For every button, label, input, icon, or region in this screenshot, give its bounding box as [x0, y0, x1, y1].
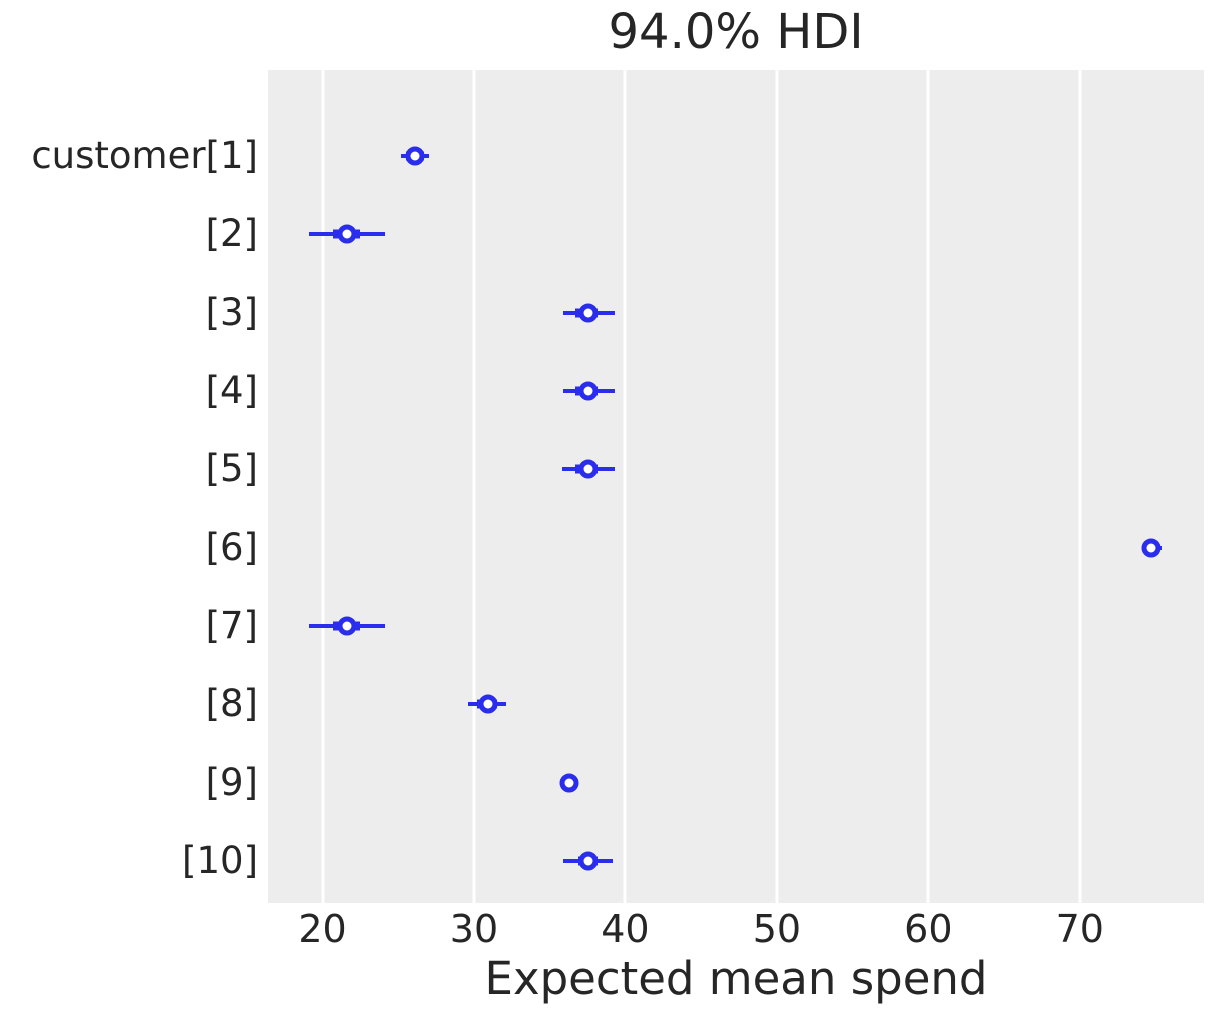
- y-tick-label-4: [4]: [205, 369, 258, 413]
- x-tick-label-50: 50: [752, 907, 802, 951]
- median-marker-10: [578, 851, 598, 871]
- median-marker-9: [559, 773, 579, 793]
- median-marker-6: [1141, 538, 1161, 558]
- x-tick-label-40: 40: [601, 907, 650, 951]
- gridline-x-50: [775, 70, 779, 903]
- median-marker-4: [578, 381, 598, 401]
- plot-area: [268, 70, 1204, 903]
- median-marker-3: [578, 303, 598, 323]
- x-tick-label-20: 20: [298, 907, 347, 951]
- median-marker-2: [337, 224, 357, 244]
- y-tick-label-8: [8]: [205, 682, 258, 726]
- x-tick-label-30: 30: [449, 907, 499, 951]
- y-tick-label-3: [3]: [205, 290, 258, 334]
- y-tick-label-6: [6]: [205, 525, 258, 569]
- y-tick-label-5: [5]: [205, 447, 258, 491]
- median-marker-8: [478, 694, 498, 714]
- x-tick-label-70: 70: [1055, 907, 1104, 951]
- chart-title: 94.0% HDI: [608, 4, 864, 60]
- x-axis-label: Expected mean spend: [484, 952, 988, 1005]
- median-marker-5: [578, 459, 598, 479]
- gridline-x-20: [321, 70, 325, 903]
- median-marker-customer1: [405, 146, 425, 166]
- gridline-x-40: [623, 70, 627, 903]
- y-tick-label-customer1: customer[1]: [31, 134, 258, 178]
- gridline-x-30: [472, 70, 476, 903]
- y-tick-label-9: [9]: [205, 760, 258, 804]
- gridline-x-70: [1078, 70, 1082, 903]
- x-tick-label-60: 60: [904, 907, 953, 951]
- median-marker-7: [337, 616, 357, 636]
- gridline-x-60: [926, 70, 930, 903]
- y-tick-label-2: [2]: [205, 212, 258, 256]
- y-tick-label-10: [10]: [182, 838, 258, 882]
- y-tick-label-7: [7]: [205, 604, 258, 647]
